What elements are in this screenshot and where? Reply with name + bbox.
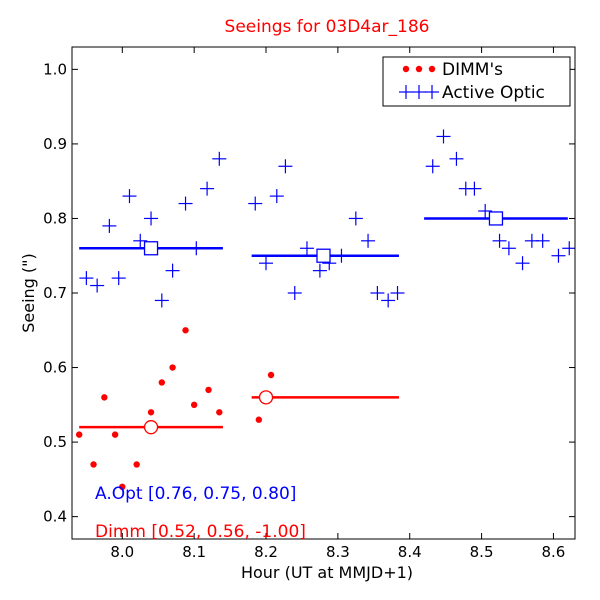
active-optic-point xyxy=(501,241,516,256)
mean-square-marker xyxy=(488,211,504,226)
dimm-point xyxy=(216,409,223,416)
dimm-point xyxy=(190,401,198,409)
dimm-point xyxy=(133,461,140,468)
x-tick-label: 8.1 xyxy=(182,543,206,561)
y-tick-label: 0.5 xyxy=(43,433,67,451)
legend: DIMM's Active Optic xyxy=(382,56,571,107)
dimm-point xyxy=(147,409,155,416)
axis-ticks: 8.0 8.1 8.2 8.3 8.4 8.5 8.6 0.4 0.5 0.6 0.7 0.8 0.9 1… xyxy=(43,47,575,561)
active-optic-point xyxy=(269,189,284,204)
legend-aopt-label: Active Optic xyxy=(442,83,545,103)
active-optic-point xyxy=(478,204,493,218)
active-optic-point xyxy=(248,196,263,211)
mean-circle-marker xyxy=(143,420,159,435)
active-optic-point xyxy=(178,196,193,211)
active-optic-point xyxy=(551,248,566,263)
x-tick-label: 8.5 xyxy=(470,543,494,561)
dimm-point xyxy=(267,371,275,379)
y-tick-label: 0.8 xyxy=(43,209,67,227)
active-optic-point xyxy=(449,151,464,166)
active-optic-point xyxy=(467,181,482,196)
mean-square-marker xyxy=(316,248,331,263)
dimm-point xyxy=(111,431,119,438)
active-optic-point xyxy=(381,293,396,308)
active-optic-point xyxy=(200,181,215,196)
dimm-point xyxy=(90,461,97,468)
x-tick-label: 8.6 xyxy=(542,543,566,561)
active-optic-point xyxy=(154,293,169,308)
legend-aopt-marker xyxy=(399,85,439,99)
active-optic-point xyxy=(259,256,274,271)
active-optic-point xyxy=(425,159,440,174)
dimm-point xyxy=(101,394,108,401)
mean-circle-marker xyxy=(258,390,274,405)
y-tick-label: 0.6 xyxy=(43,359,67,377)
active-optic-point xyxy=(348,211,363,226)
x-tick-label: 8.2 xyxy=(254,543,278,561)
dimm-point xyxy=(169,364,176,371)
legend-dimm-dot xyxy=(415,65,423,73)
dimm-point xyxy=(182,327,189,334)
active-optic-point xyxy=(90,278,105,293)
active-optic-point xyxy=(361,233,376,248)
active-optic-point xyxy=(278,159,293,174)
legend-dimm-label: DIMM's xyxy=(442,60,503,80)
x-tick-label: 8.0 xyxy=(110,543,134,561)
annotations: A.Opt [0.76, 0.75, 0.80] Dimm [0.52, 0.5… xyxy=(95,484,306,542)
active-optic-point xyxy=(370,286,385,300)
chart-title: Seeings for 03D4ar_186 xyxy=(225,17,430,37)
legend-box xyxy=(382,56,571,107)
legend-dimm-marker xyxy=(402,65,436,73)
y-tick-label: 0.9 xyxy=(43,135,67,153)
active-optic-point xyxy=(102,218,117,233)
x-tick-label: 8.3 xyxy=(326,543,350,561)
dimm-point xyxy=(205,386,212,394)
active-optic-point xyxy=(165,263,180,278)
annotation-dimm: Dimm [0.52, 0.56, -1.00] xyxy=(95,522,306,542)
legend-dimm-dot xyxy=(428,65,436,73)
x-tick-label: 8.4 xyxy=(398,543,422,561)
dimm-point xyxy=(158,379,166,386)
active-optic-point xyxy=(390,286,405,300)
active-optic-point xyxy=(515,256,530,271)
active-optic-point xyxy=(79,271,94,286)
active-optic-point xyxy=(133,233,148,248)
mean-square-marker xyxy=(143,241,159,256)
legend-dimm-dot xyxy=(402,65,410,73)
annotation-aopt: A.Opt [0.76, 0.75, 0.80] xyxy=(95,484,296,504)
dimm-point xyxy=(119,483,126,491)
active-optic-point xyxy=(144,211,159,226)
dimm-point xyxy=(75,431,83,438)
y-tick-label: 1.0 xyxy=(43,60,67,78)
active-optic-point xyxy=(492,233,507,248)
active-optic-point xyxy=(312,263,327,278)
active-optic-point xyxy=(562,241,575,256)
dimm-point xyxy=(255,416,263,423)
y-tick-label: 0.7 xyxy=(43,284,67,302)
y-tick-label: 0.4 xyxy=(43,508,67,526)
active-optic-point xyxy=(299,241,314,256)
y-axis-label: Seeing (") xyxy=(19,253,38,333)
active-optic-point xyxy=(535,233,550,248)
plot-data xyxy=(75,129,575,491)
active-optic-point xyxy=(436,129,451,144)
plot-frame xyxy=(71,46,576,540)
active-optic-point xyxy=(122,189,137,204)
active-optic-point xyxy=(212,151,227,166)
x-axis-label: Hour (UT at MMJD+1) xyxy=(241,563,413,582)
active-optic-point xyxy=(111,271,126,286)
active-optic-point xyxy=(287,286,302,300)
